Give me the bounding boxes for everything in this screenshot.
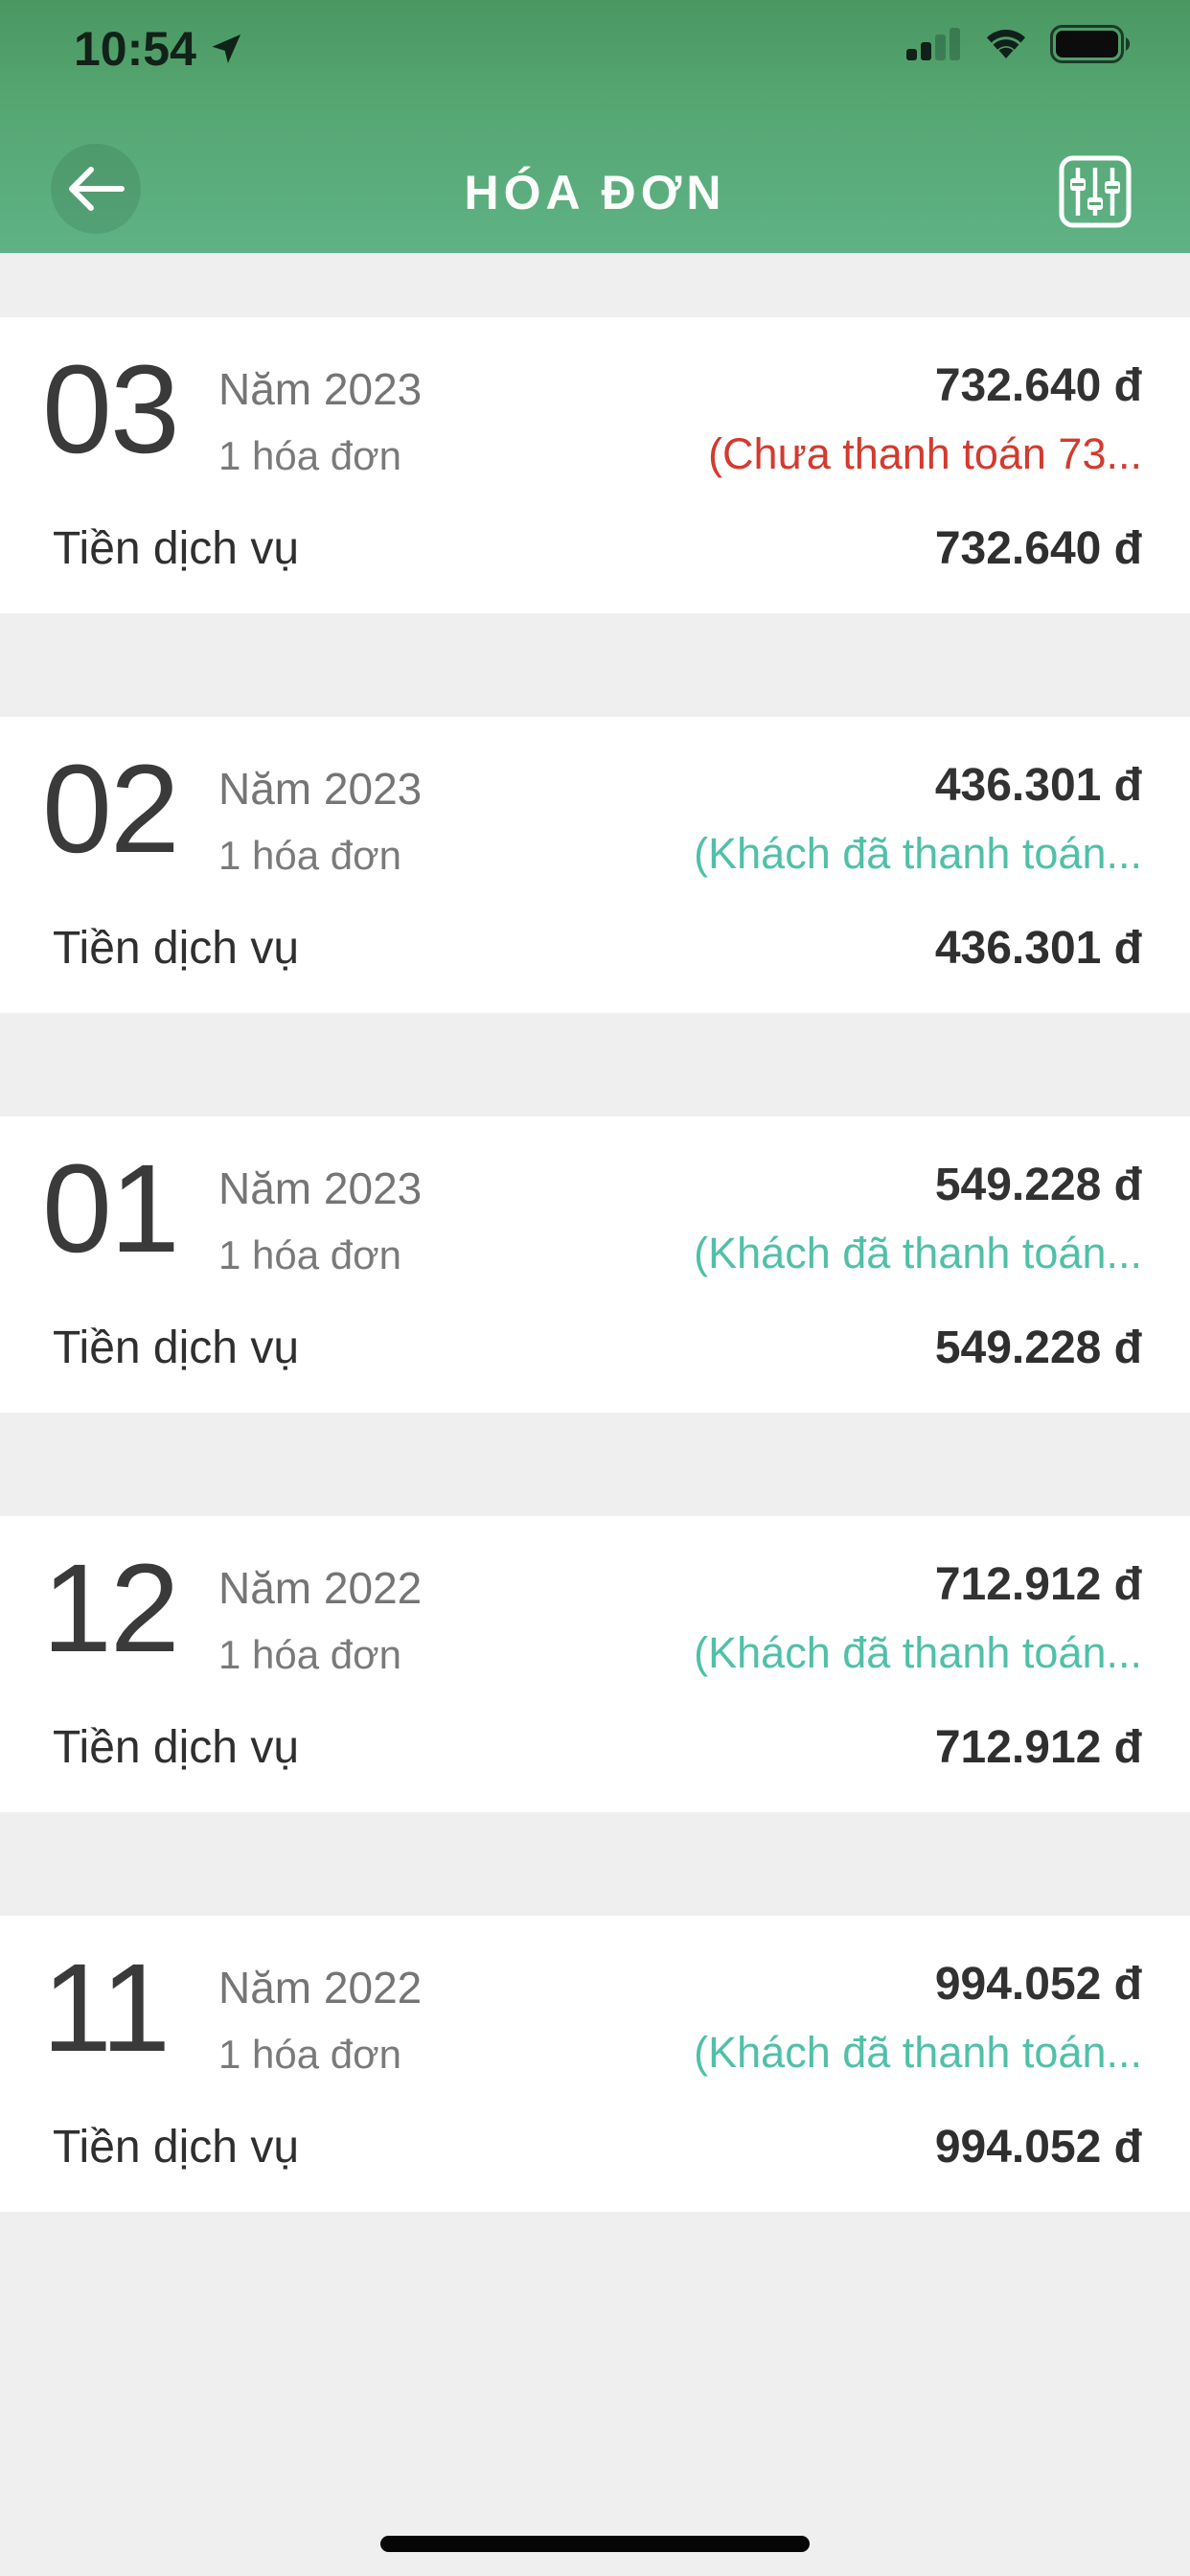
invoice-count-label: 1 hóa đơn bbox=[218, 1232, 402, 1277]
nav-bar: HÓA ĐƠN bbox=[0, 96, 1190, 253]
service-label: Tiền dịch vụ bbox=[53, 523, 300, 574]
invoice-count-label: 1 hóa đơn bbox=[218, 433, 402, 478]
invoice-amount-group: 436.301 đ (Khách đã thanh toán... bbox=[694, 763, 1142, 878]
battery-icon bbox=[1050, 25, 1133, 63]
service-amount: 994.052 đ bbox=[934, 2122, 1142, 2173]
invoice-amount: 732.640 đ bbox=[934, 360, 1142, 411]
filter-sliders-icon bbox=[1059, 155, 1132, 228]
invoice-labels: Năm 2023 1 hóa đơn bbox=[218, 367, 422, 476]
service-label: Tiền dịch vụ bbox=[53, 923, 300, 974]
invoice-month: 03 bbox=[42, 338, 180, 479]
service-label: Tiền dịch vụ bbox=[53, 2122, 300, 2173]
invoice-card[interactable]: 11 Năm 2022 1 hóa đơn 994.052 đ (Khách đ… bbox=[0, 1916, 1190, 2212]
invoice-card[interactable]: 02 Năm 2023 1 hóa đơn 436.301 đ (Khách đ… bbox=[0, 717, 1190, 1013]
invoice-year-label: Năm 2023 bbox=[218, 1163, 423, 1213]
back-button[interactable] bbox=[51, 144, 141, 234]
invoice-card[interactable]: 03 Năm 2023 1 hóa đơn 732.640 đ (Chưa th… bbox=[0, 317, 1190, 613]
invoice-labels: Năm 2023 1 hóa đơn bbox=[218, 767, 422, 876]
clock-time: 10:54 bbox=[74, 22, 196, 76]
back-arrow-icon bbox=[66, 164, 126, 214]
service-row: Tiền dịch vụ 712.912 đ bbox=[53, 1721, 1142, 1774]
service-label: Tiền dịch vụ bbox=[53, 1722, 300, 1773]
invoice-amount: 994.052 đ bbox=[934, 1959, 1142, 2010]
invoice-list: 03 Năm 2023 1 hóa đơn 732.640 đ (Chưa th… bbox=[0, 317, 1190, 2212]
wifi-icon bbox=[981, 26, 1031, 62]
invoice-status: (Khách đã thanh toán... bbox=[694, 829, 1142, 878]
service-label: Tiền dịch vụ bbox=[53, 1322, 300, 1373]
invoice-status: (Khách đã thanh toán... bbox=[694, 2028, 1142, 2077]
invoice-year-label: Năm 2022 bbox=[218, 1963, 423, 2012]
invoice-status: (Khách đã thanh toán... bbox=[694, 1229, 1142, 1277]
service-amount: 732.640 đ bbox=[934, 523, 1142, 574]
invoice-amount: 549.228 đ bbox=[934, 1160, 1142, 1210]
invoice-amount-group: 994.052 đ (Khách đã thanh toán... bbox=[694, 1962, 1142, 2077]
invoice-month: 11 bbox=[42, 1937, 171, 2078]
invoice-status: (Chưa thanh toán 73... bbox=[708, 429, 1142, 478]
invoice-labels: Năm 2022 1 hóa đơn bbox=[218, 1966, 422, 2075]
service-amount: 436.301 đ bbox=[934, 923, 1142, 974]
invoice-amount-group: 732.640 đ (Chưa thanh toán 73... bbox=[708, 363, 1142, 478]
invoice-year-label: Năm 2023 bbox=[218, 764, 423, 814]
signal-icon bbox=[906, 26, 962, 62]
invoice-status: (Khách đã thanh toán... bbox=[694, 1628, 1142, 1677]
invoice-labels: Năm 2022 1 hóa đơn bbox=[218, 1566, 422, 1675]
invoice-amount: 436.301 đ bbox=[934, 760, 1142, 811]
invoice-month: 01 bbox=[42, 1138, 180, 1278]
invoice-amount-group: 712.912 đ (Khách đã thanh toán... bbox=[694, 1562, 1142, 1677]
service-row: Tiền dịch vụ 732.640 đ bbox=[53, 522, 1142, 575]
invoice-labels: Năm 2023 1 hóa đơn bbox=[218, 1166, 422, 1276]
service-row: Tiền dịch vụ 994.052 đ bbox=[53, 2121, 1142, 2174]
invoice-month: 12 bbox=[42, 1537, 180, 1678]
invoice-year-label: Năm 2022 bbox=[218, 1563, 423, 1613]
invoice-count-label: 1 hóa đơn bbox=[218, 1632, 402, 1677]
filter-button[interactable] bbox=[1059, 155, 1132, 228]
service-row: Tiền dịch vụ 549.228 đ bbox=[53, 1322, 1142, 1374]
service-amount: 712.912 đ bbox=[934, 1722, 1142, 1773]
status-icons bbox=[906, 25, 1133, 63]
header: 10:54 bbox=[0, 0, 1190, 253]
invoice-card[interactable]: 12 Năm 2022 1 hóa đơn 712.912 đ (Khách đ… bbox=[0, 1516, 1190, 1812]
invoice-amount-group: 549.228 đ (Khách đã thanh toán... bbox=[694, 1162, 1142, 1277]
home-indicator[interactable] bbox=[380, 2536, 810, 2552]
page-title: HÓA ĐƠN bbox=[464, 166, 726, 219]
invoice-count-label: 1 hóa đơn bbox=[218, 833, 402, 878]
location-arrow-icon bbox=[208, 31, 244, 67]
service-row: Tiền dịch vụ 436.301 đ bbox=[53, 922, 1142, 975]
invoice-count-label: 1 hóa đơn bbox=[218, 2032, 402, 2077]
status-bar: 10:54 bbox=[0, 0, 1190, 96]
invoice-month: 02 bbox=[42, 738, 180, 879]
status-time-group: 10:54 bbox=[74, 21, 244, 77]
invoice-card[interactable]: 01 Năm 2023 1 hóa đơn 549.228 đ (Khách đ… bbox=[0, 1116, 1190, 1413]
service-amount: 549.228 đ bbox=[934, 1322, 1142, 1373]
invoice-amount: 712.912 đ bbox=[934, 1559, 1142, 1610]
invoice-year-label: Năm 2023 bbox=[218, 364, 423, 414]
